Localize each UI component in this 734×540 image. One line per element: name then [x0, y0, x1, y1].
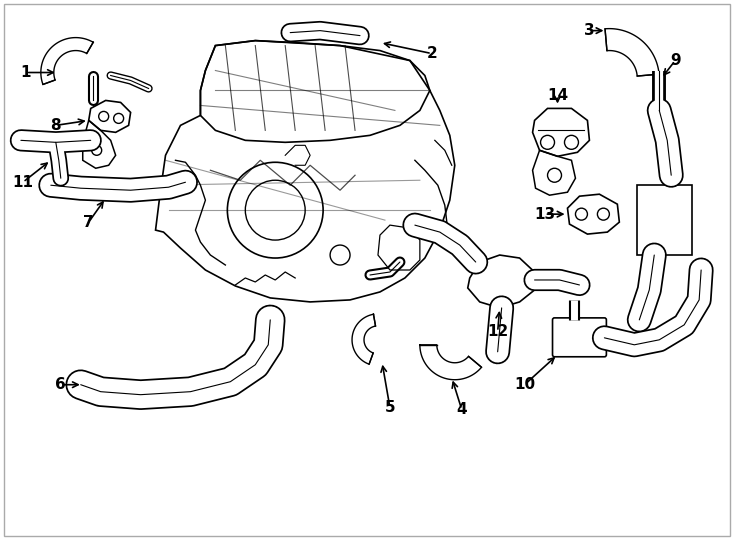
Text: 6: 6: [55, 377, 66, 392]
Text: 9: 9: [670, 53, 680, 68]
Text: 11: 11: [12, 175, 33, 190]
Text: 4: 4: [457, 402, 467, 417]
Polygon shape: [420, 345, 482, 380]
Polygon shape: [605, 29, 659, 76]
Text: 12: 12: [487, 325, 508, 339]
Text: 5: 5: [385, 400, 395, 415]
Text: 8: 8: [51, 118, 61, 133]
Text: 14: 14: [547, 88, 568, 103]
Text: 1: 1: [21, 65, 31, 80]
Text: 10: 10: [514, 377, 535, 392]
Polygon shape: [41, 38, 93, 84]
Bar: [637, 185, 692, 255]
Polygon shape: [352, 314, 376, 364]
Text: 2: 2: [426, 46, 437, 61]
Text: 13: 13: [534, 207, 555, 221]
Text: 7: 7: [84, 214, 94, 230]
Text: 3: 3: [584, 23, 595, 38]
